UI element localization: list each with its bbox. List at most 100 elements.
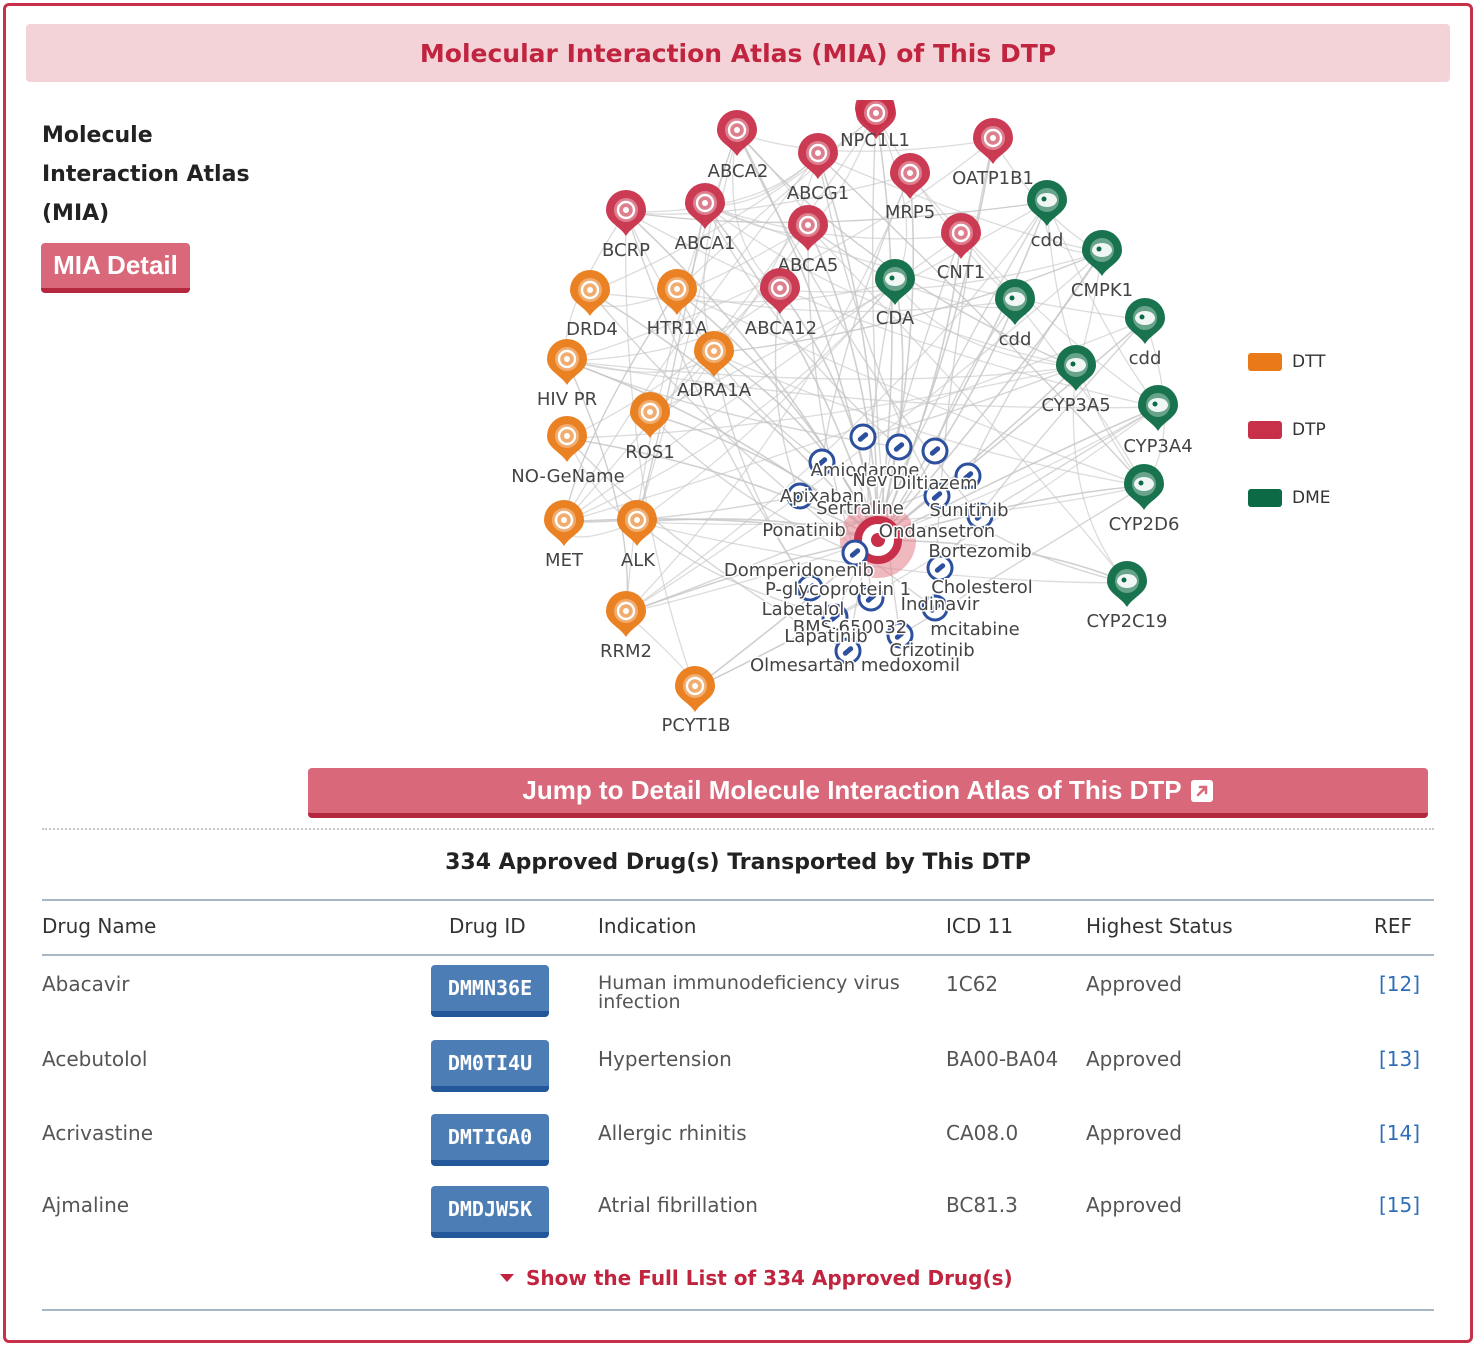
drug-id-button[interactable]: DMMN36E <box>431 965 549 1017</box>
network-edge <box>817 154 1103 253</box>
network-edge <box>877 539 1128 584</box>
transporter-pin-icon[interactable] <box>606 189 646 236</box>
drug-node-icon[interactable] <box>808 448 836 476</box>
enzyme-pin-icon[interactable] <box>1124 464 1164 510</box>
network-edge <box>1046 201 1159 408</box>
network-edge <box>877 174 915 541</box>
network-node-label: PCYT1B <box>662 715 731 736</box>
network-node-label: CYP2D6 <box>1109 514 1180 535</box>
target-pin-icon[interactable] <box>617 500 657 546</box>
target-pin-icon[interactable] <box>694 331 734 377</box>
network-node-label: ABCA1 <box>675 233 736 254</box>
enzyme-pin-icon[interactable] <box>995 279 1035 325</box>
network-node-label: OATP1B1 <box>952 168 1034 189</box>
network-edge <box>934 300 1016 452</box>
drug-icd: 1C62 <box>946 972 999 996</box>
network-edge <box>566 360 900 448</box>
enzyme-pin-icon[interactable] <box>1027 180 1067 226</box>
drug-node-label: Domperidone <box>724 560 846 581</box>
transporter-pin-icon[interactable] <box>856 100 896 139</box>
network-node-label: cdd <box>999 329 1032 350</box>
drug-node-icon[interactable] <box>921 437 949 465</box>
network-node-label: ROS1 <box>625 442 675 463</box>
enzyme-pin-icon[interactable] <box>1082 230 1122 276</box>
network-edge <box>694 406 1159 689</box>
interaction-network-graph[interactable]: ABCA2 NPC1L1 ABCG1 OATP1B1 MRP5 BCRP ABCA1 ABCA… <box>480 100 1240 760</box>
transporter-pin-icon[interactable] <box>760 268 800 314</box>
network-node-label: HTR1A <box>647 318 708 339</box>
target-pin-icon[interactable] <box>547 416 587 462</box>
drug-node-icon[interactable] <box>821 603 849 631</box>
drug-node-icon[interactable] <box>966 502 994 530</box>
drug-node-icon[interactable] <box>796 574 824 602</box>
drug-node-label: mcitabine <box>930 619 1019 640</box>
drug-node-icon[interactable] <box>841 539 869 567</box>
network-edge <box>807 226 1128 584</box>
transporter-pin-icon[interactable] <box>788 205 828 251</box>
table-header-rule <box>42 954 1434 956</box>
drug-node-icon[interactable] <box>954 462 982 490</box>
enzyme-pin-icon[interactable] <box>1138 385 1178 431</box>
drug-node-icon[interactable] <box>923 482 951 510</box>
drug-node-label: Indinavir <box>901 594 980 615</box>
transporter-pin-icon[interactable] <box>717 110 757 156</box>
jump-to-detail-label: Jump to Detail Molecule Interaction Atla… <box>522 775 1182 805</box>
network-edge <box>704 204 879 541</box>
drug-node-label: Labetalol <box>762 599 845 620</box>
enzyme-pin-icon[interactable] <box>1056 345 1096 391</box>
network-edge <box>589 280 896 303</box>
drug-node-icon[interactable] <box>857 584 885 612</box>
transporter-pin-icon[interactable] <box>973 118 1013 164</box>
network-node-label: NPC1L1 <box>840 130 910 151</box>
caret-down-icon <box>500 1274 514 1282</box>
network-edge <box>779 251 1103 293</box>
network-node-label: BCRP <box>602 240 650 261</box>
ref-link[interactable]: [13] <box>1379 1047 1421 1071</box>
ref-link[interactable]: [15] <box>1379 1193 1421 1217</box>
drug-node-icon[interactable] <box>921 594 949 622</box>
transporter-pin-icon[interactable] <box>941 213 981 259</box>
ref-link[interactable]: [14] <box>1379 1121 1421 1145</box>
target-pin-icon[interactable] <box>544 500 584 546</box>
enzyme-pin-icon[interactable] <box>875 259 915 305</box>
network-edge <box>625 174 911 614</box>
drug-icd: CA08.0 <box>946 1121 1019 1145</box>
drug-node-icon[interactable] <box>885 433 913 461</box>
drug-node-label: Crizotinib <box>889 640 974 661</box>
transporter-pin-icon[interactable] <box>798 133 838 179</box>
drug-node-icon[interactable] <box>834 637 862 665</box>
target-pin-icon[interactable] <box>657 269 697 315</box>
target-pin-icon[interactable] <box>606 590 646 637</box>
drug-node-label: Amiodarone <box>811 460 920 481</box>
network-edge <box>589 114 877 293</box>
drug-status: Approved <box>1086 972 1182 996</box>
drug-node-label: Sunitinib <box>929 500 1008 521</box>
drug-id-button[interactable]: DMDJW5K <box>431 1186 549 1238</box>
target-pin-icon[interactable] <box>547 339 587 385</box>
transporter-pin-icon[interactable] <box>685 183 725 229</box>
network-edge <box>807 226 856 554</box>
network-edge <box>566 360 1077 380</box>
mia-detail-button[interactable]: MIA Detail <box>41 243 190 293</box>
drug-node-label: Ponatinib <box>762 520 846 541</box>
drug-node-icon[interactable] <box>786 482 814 510</box>
transporter-pin-icon[interactable] <box>890 153 930 199</box>
target-pin-icon[interactable] <box>675 666 715 712</box>
network-edge <box>636 521 836 618</box>
drug-node-icon[interactable] <box>886 621 914 649</box>
drug-name: Abacavir <box>42 972 130 996</box>
target-pin-icon[interactable] <box>630 392 670 438</box>
drug-id-button[interactable]: DMTIGA0 <box>431 1114 549 1166</box>
network-edge <box>877 485 1145 541</box>
drug-node-icon[interactable] <box>926 554 954 582</box>
jump-to-detail-button[interactable]: Jump to Detail Molecule Interaction Atla… <box>308 768 1428 818</box>
ref-link[interactable]: [12] <box>1379 972 1421 996</box>
enzyme-pin-icon[interactable] <box>1107 561 1147 607</box>
network-edge <box>713 251 1103 354</box>
network-node-label: MET <box>545 550 584 571</box>
show-full-list-link[interactable]: Show the Full List of 334 Approved Drug(… <box>500 1266 1013 1290</box>
enzyme-pin-icon[interactable] <box>1125 298 1165 344</box>
drug-node-icon[interactable] <box>849 423 877 451</box>
drug-id-button[interactable]: DM0TI4U <box>431 1040 549 1092</box>
target-pin-icon[interactable] <box>570 270 610 316</box>
